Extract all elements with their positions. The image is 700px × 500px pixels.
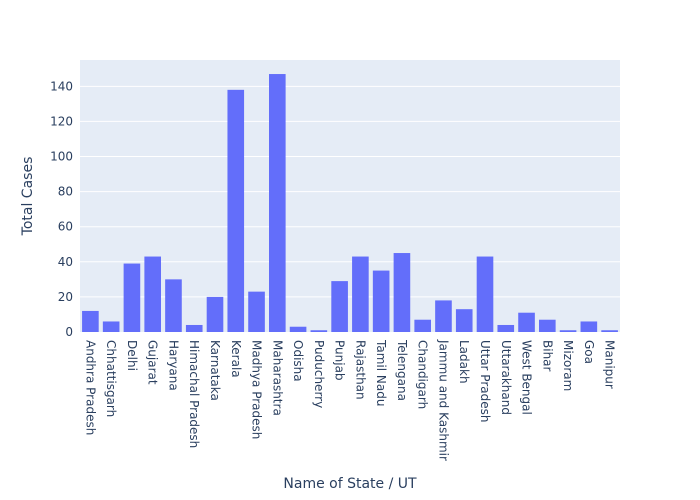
x-tick-label: Mizoram [561,340,575,391]
x-tick-label: Odisha [291,340,305,382]
bar[interactable] [352,256,369,332]
x-tick-label: Puducherry [312,340,326,408]
bar[interactable] [310,330,328,332]
bar[interactable] [539,319,556,332]
bar[interactable] [331,281,348,332]
x-tick-label: Kerala [229,340,243,378]
bar[interactable] [393,253,411,332]
bar[interactable] [144,256,161,332]
bar[interactable] [123,263,141,332]
x-tick-label: Manipur [603,340,617,389]
x-axis-title: Name of State / UT [283,476,417,492]
y-tick-label: 20 [58,290,73,304]
x-tick-label: Haryana [166,340,180,391]
y-tick-label: 40 [58,255,73,269]
x-tick-label: Telengana [395,339,409,401]
x-tick-label: Karnataka [208,340,222,401]
x-tick-label: Himachal Pradesh [187,340,201,448]
bar[interactable] [559,330,577,332]
y-tick-label: 80 [58,185,73,199]
bar[interactable] [269,74,286,333]
bar[interactable] [580,321,598,332]
x-tick-label: Uttarakhand [499,340,513,415]
x-tick-label: Bihar [540,340,554,372]
y-tick-labels: 0 20 40 60 80 100 120 140 [50,79,73,339]
bar[interactable] [289,326,307,332]
bar[interactable] [102,321,120,332]
bar[interactable] [248,291,265,332]
x-tick-label: Chandigarh [416,340,430,409]
bar[interactable] [227,89,245,332]
bar[interactable] [165,279,182,332]
x-tick-label: Tamil Nadu [374,339,388,406]
bar[interactable] [185,324,203,332]
x-tick-label: West Bengal [520,340,534,415]
y-tick-label: 60 [58,220,73,234]
bar[interactable] [414,319,431,332]
x-tick-label: Chhattisgarh [104,340,118,417]
x-tick-label: Ladakh [457,340,471,384]
x-tick-label: Rajasthan [353,340,367,400]
x-tick-label: Delhi [125,340,139,371]
y-axis-title: Total Cases [20,157,36,237]
bar[interactable] [372,270,390,332]
x-tick-labels: Andhra Pradesh Chhattisgarh Delhi Gujarat Ha… [83,339,616,461]
bar[interactable] [601,330,618,332]
bar[interactable] [497,324,515,332]
bar[interactable] [82,310,99,332]
x-tick-label: Gujarat [146,340,160,385]
x-tick-label: Punjab [333,340,347,381]
x-tick-label: Maharashtra [270,340,284,416]
y-tick-label: 120 [50,114,73,128]
bars [82,74,618,333]
y-tick-label: 140 [50,79,73,93]
bar[interactable] [435,300,452,332]
x-tick-label: Goa [582,340,596,364]
bar[interactable] [455,309,473,332]
bar[interactable] [518,312,535,332]
bar[interactable] [206,296,224,332]
x-tick-label: Andhra Pradesh [83,340,97,435]
x-tick-label: Jammu and Kashmir [436,339,450,461]
y-tick-label: 100 [50,150,73,164]
x-tick-label: Uttar Pradesh [478,340,492,422]
x-tick-label: Madhya Pradesh [250,340,264,439]
bar[interactable] [476,256,494,332]
y-tick-label: 0 [65,325,73,339]
